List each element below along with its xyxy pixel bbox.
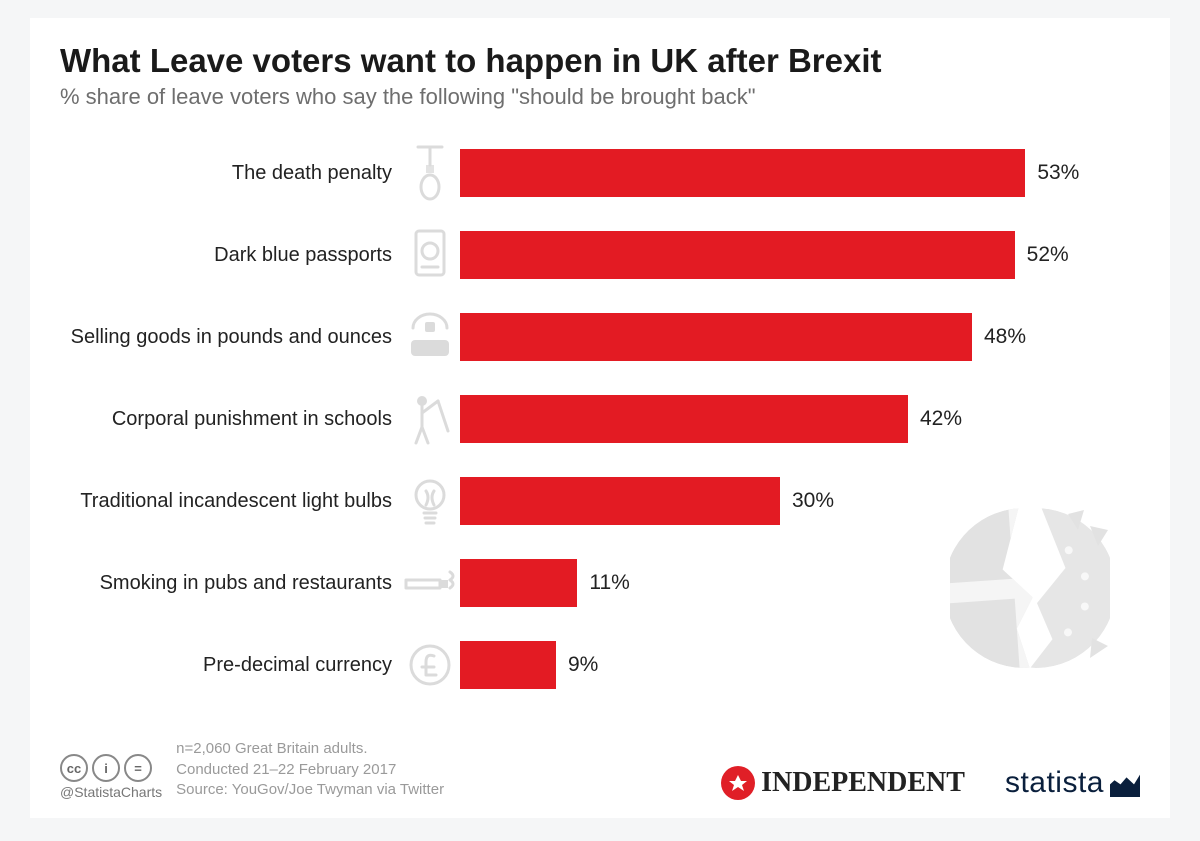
chart-subtitle: % share of leave voters who say the foll… bbox=[60, 84, 1140, 110]
by-icon: i bbox=[92, 754, 120, 782]
pound-icon bbox=[400, 643, 460, 687]
statista-wordmark: statista bbox=[1005, 766, 1104, 800]
passport-icon bbox=[400, 227, 460, 283]
bar-row: The death penalty 53% bbox=[60, 132, 1140, 214]
bar-row: Selling goods in pounds and ounces 48% bbox=[60, 296, 1140, 378]
bar-label: The death penalty bbox=[60, 162, 400, 185]
bar-wrap: 48% bbox=[460, 313, 1140, 361]
meta-dates: Conducted 21–22 February 2017 bbox=[176, 760, 444, 780]
bar bbox=[460, 231, 1015, 279]
bar bbox=[460, 559, 577, 607]
meta-source: Source: YouGov/Joe Twyman via Twitter bbox=[176, 780, 444, 800]
independent-eagle-icon bbox=[721, 766, 755, 800]
statista-logo: statista bbox=[1005, 766, 1140, 800]
bar bbox=[460, 641, 556, 689]
bar bbox=[460, 477, 780, 525]
cc-icon: cc bbox=[60, 754, 88, 782]
nd-icon: = bbox=[124, 754, 152, 782]
bar-value: 42% bbox=[908, 407, 962, 431]
statista-wave-icon bbox=[1110, 769, 1140, 797]
chart-footer: cc i = @StatistaCharts n=2,060 Great Bri… bbox=[60, 739, 1140, 800]
bar-value: 48% bbox=[972, 325, 1026, 349]
bar bbox=[460, 313, 972, 361]
bar-value: 52% bbox=[1015, 243, 1069, 267]
chart-meta: n=2,060 Great Britain adults. Conducted … bbox=[176, 739, 444, 800]
bar-label: Selling goods in pounds and ounces bbox=[60, 326, 400, 349]
bar-row: Dark blue passports 52% bbox=[60, 214, 1140, 296]
bar-wrap: 53% bbox=[460, 149, 1140, 197]
independent-wordmark: INDEPENDENT bbox=[761, 767, 965, 799]
brexit-globe-icon bbox=[950, 508, 1110, 668]
independent-logo: INDEPENDENT bbox=[721, 766, 965, 800]
cigarette-icon bbox=[400, 568, 460, 598]
bar-label: Dark blue passports bbox=[60, 244, 400, 267]
chart-card: What Leave voters want to happen in UK a… bbox=[30, 18, 1170, 818]
bar-value: 9% bbox=[556, 653, 598, 677]
bulb-icon bbox=[400, 473, 460, 529]
bar-row: Corporal punishment in schools 42% bbox=[60, 378, 1140, 460]
bar bbox=[460, 149, 1025, 197]
bar-label: Corporal punishment in schools bbox=[60, 408, 400, 431]
bar-wrap: 52% bbox=[460, 231, 1140, 279]
bar bbox=[460, 395, 908, 443]
noose-icon bbox=[400, 145, 460, 201]
meta-n: n=2,060 Great Britain adults. bbox=[176, 739, 444, 759]
brand-row: INDEPENDENT statista bbox=[721, 766, 1140, 800]
bar-label: Pre-decimal currency bbox=[60, 654, 400, 677]
bar-label: Traditional incandescent light bulbs bbox=[60, 490, 400, 513]
license-badges: cc i = bbox=[60, 754, 162, 782]
scale-icon bbox=[400, 312, 460, 362]
bar-value: 30% bbox=[780, 489, 834, 513]
bar-label: Smoking in pubs and restaurants bbox=[60, 572, 400, 595]
bar-value: 53% bbox=[1025, 161, 1079, 185]
bar-wrap: 42% bbox=[460, 395, 1140, 443]
cane-icon bbox=[400, 391, 460, 447]
chart-title: What Leave voters want to happen in UK a… bbox=[60, 42, 1140, 80]
bar-value: 11% bbox=[577, 571, 629, 595]
twitter-handle: @StatistaCharts bbox=[60, 784, 162, 800]
